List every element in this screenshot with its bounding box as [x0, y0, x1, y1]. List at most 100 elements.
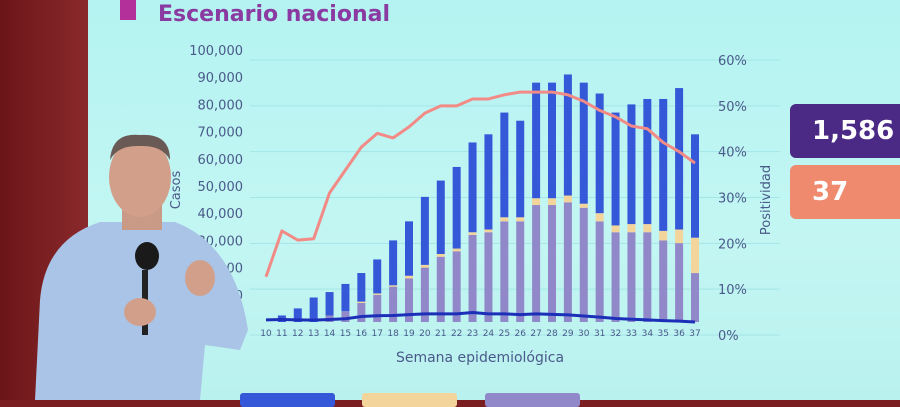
bar-segment	[436, 256, 445, 322]
x-tick-label: 36	[673, 329, 685, 339]
bar-segment	[436, 180, 445, 254]
x-tick-label: 12	[292, 329, 303, 339]
x-tick-label: 17	[371, 329, 382, 339]
bar-segment	[436, 254, 445, 257]
bar-segment	[516, 217, 525, 222]
x-tick-label: 25	[499, 329, 510, 339]
bar-segment	[611, 112, 620, 226]
bar-segment	[452, 251, 461, 322]
bar-segment	[579, 207, 588, 322]
presenter-hand	[185, 260, 215, 296]
y-tick-label: 60,000	[198, 153, 244, 168]
x-tick-label: 31	[594, 329, 605, 339]
bar-segment	[579, 203, 588, 208]
bar-segment	[405, 278, 413, 322]
x-tick-label: 33	[626, 329, 637, 339]
x-tick-label: 30	[578, 329, 590, 339]
bar-segment	[675, 88, 684, 230]
bar-segment	[611, 225, 620, 233]
kpi-box-positivity: 37	[790, 165, 900, 219]
bar-segment	[500, 221, 509, 322]
bar-segment	[468, 234, 477, 322]
positivity-line	[264, 90, 696, 278]
x-tick-label: 14	[324, 329, 336, 339]
bar-segment	[452, 166, 461, 249]
x-tick-label: 29	[562, 329, 574, 339]
x-tick-label: 16	[356, 329, 368, 339]
bar-segment	[691, 273, 699, 322]
bar-segment	[659, 240, 668, 322]
bar-segment	[484, 229, 493, 233]
bar-segment	[563, 202, 572, 322]
bar-segment	[341, 311, 350, 322]
slide-title: Escenario nacional	[158, 2, 391, 27]
x-tick-label: 27	[530, 329, 541, 339]
bar-segment	[373, 293, 382, 295]
x-tick-label: 23	[467, 329, 478, 339]
x-tick-label: 18	[387, 329, 399, 339]
bar-segment	[420, 267, 429, 322]
bar-segment	[532, 82, 541, 199]
bar-segment	[643, 232, 652, 322]
bar-segment	[373, 294, 382, 322]
bar-segment	[659, 98, 668, 231]
bar-segment	[691, 237, 699, 274]
bar-segment	[548, 205, 556, 322]
y2-tick-label: 10%	[718, 283, 747, 298]
bar-segment	[405, 275, 413, 279]
x-tick-label: 21	[435, 329, 446, 339]
bar-segment	[389, 285, 398, 287]
x-tick-label: 32	[610, 329, 621, 339]
bar-segment	[468, 142, 477, 233]
bar-segment	[627, 224, 636, 233]
bar-segment	[595, 213, 604, 222]
bar-segment	[309, 297, 318, 322]
x-tick-label: 26	[514, 329, 526, 339]
y2-tick-label: 60%	[718, 54, 747, 69]
title-accent	[120, 0, 136, 20]
y-tick-label: 70,000	[198, 126, 244, 141]
bar-segment	[500, 112, 509, 218]
bar-segment	[675, 243, 684, 322]
bar-segment	[659, 230, 668, 241]
bar-segment	[389, 286, 398, 322]
kpi-value: 1,586	[812, 116, 895, 146]
bar-segment	[548, 198, 556, 206]
bar-segment	[579, 82, 588, 204]
x-tick-label: 28	[546, 329, 558, 339]
bar-segment	[532, 198, 541, 206]
y2-tick-label: 30%	[718, 192, 747, 207]
x-tick-label: 10	[260, 329, 272, 339]
presenter-hand	[124, 298, 156, 326]
bar-segment	[420, 264, 429, 268]
y-tick-label: 50,000	[198, 180, 244, 195]
bar-segment	[357, 301, 366, 303]
bar-segment	[420, 196, 429, 265]
bar-segment	[405, 221, 413, 276]
bar-segment	[627, 104, 636, 225]
bar-segment	[691, 134, 699, 238]
x-tick-label: 22	[451, 329, 462, 339]
bar-segment	[548, 82, 556, 199]
x-tick-label: 35	[657, 329, 668, 339]
y2-tick-label: 40%	[718, 146, 747, 161]
kpi-value: 37	[812, 177, 849, 207]
bar-segment	[643, 224, 652, 233]
bar-segment	[373, 259, 382, 294]
bar-segment	[563, 195, 572, 203]
x-tick-label: 15	[340, 329, 351, 339]
x-tick-label: 34	[642, 329, 654, 339]
bar-segment	[357, 302, 366, 322]
bar-segment	[516, 221, 525, 322]
bar-segment	[500, 217, 509, 222]
presenter-head	[109, 137, 171, 217]
x-tick-label: 13	[308, 329, 319, 339]
x-tick-label: 19	[403, 329, 415, 339]
x-axis-label: Semana epidemiológica	[396, 350, 564, 366]
bar-segment	[293, 308, 302, 322]
bar-segment	[452, 248, 461, 252]
bar-segment	[389, 240, 398, 286]
y2-tick-label: 20%	[718, 237, 747, 252]
